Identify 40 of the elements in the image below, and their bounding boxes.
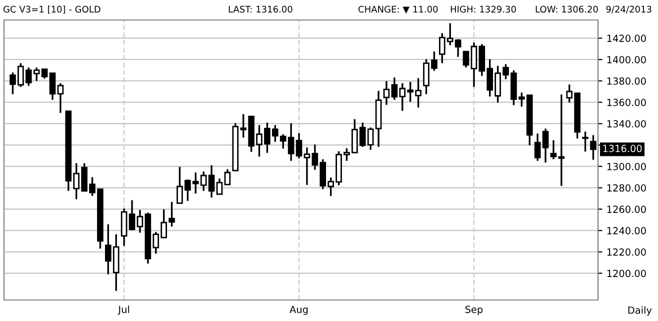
candlestick xyxy=(136,209,144,234)
y-tick-label: 1380.00 xyxy=(607,77,646,85)
candlestick xyxy=(590,134,596,161)
text: 9/24/2013 xyxy=(606,6,652,14)
candlestick xyxy=(224,168,231,186)
y-tick-label: 1200.00 xyxy=(607,270,646,278)
candlestick xyxy=(542,128,549,164)
text: CHANGE: ▼ 11.00 xyxy=(358,6,438,14)
chart-title: GC V3=1 [10] - GOLD xyxy=(4,6,100,14)
candlestick xyxy=(383,80,390,106)
y-tick-label: 1340.00 xyxy=(607,120,646,128)
candlestick xyxy=(534,132,541,162)
candlestick xyxy=(208,164,215,198)
candlestick xyxy=(128,199,136,232)
y-tick-label: 1240.00 xyxy=(607,227,646,234)
text: HIGH: 1329.30 xyxy=(450,6,516,13)
x-tick-label: Sep xyxy=(465,306,483,315)
y-tick-label: 1360.00 xyxy=(607,98,646,106)
y-tick-label: 1420.00 xyxy=(607,34,646,42)
y-tick-label: 1280.00 xyxy=(607,184,646,192)
candlestick xyxy=(304,146,310,186)
text: LOW: 1306.20 xyxy=(536,6,598,13)
candlestick xyxy=(558,94,565,187)
text: Daily xyxy=(628,306,652,316)
candlestick xyxy=(216,178,223,196)
x-tick-label: Aug xyxy=(290,306,308,315)
candlestick xyxy=(462,50,470,68)
y-tick-label: 1300.00 xyxy=(607,162,646,170)
candlestick xyxy=(296,132,302,160)
text: LAST: 1316.00 xyxy=(228,6,292,13)
candlestick xyxy=(49,72,56,101)
y-tick-label: 1220.00 xyxy=(607,248,646,256)
text: 1316.00 xyxy=(603,144,642,152)
candlestick xyxy=(120,208,128,247)
candlestick xyxy=(582,130,588,152)
candlestick xyxy=(550,139,557,160)
candlestick xyxy=(57,82,64,114)
x-tick-label: Jul xyxy=(118,306,130,315)
y-tick-label: 1260.00 xyxy=(607,206,646,213)
y-tick-label: 1400.00 xyxy=(607,56,646,64)
